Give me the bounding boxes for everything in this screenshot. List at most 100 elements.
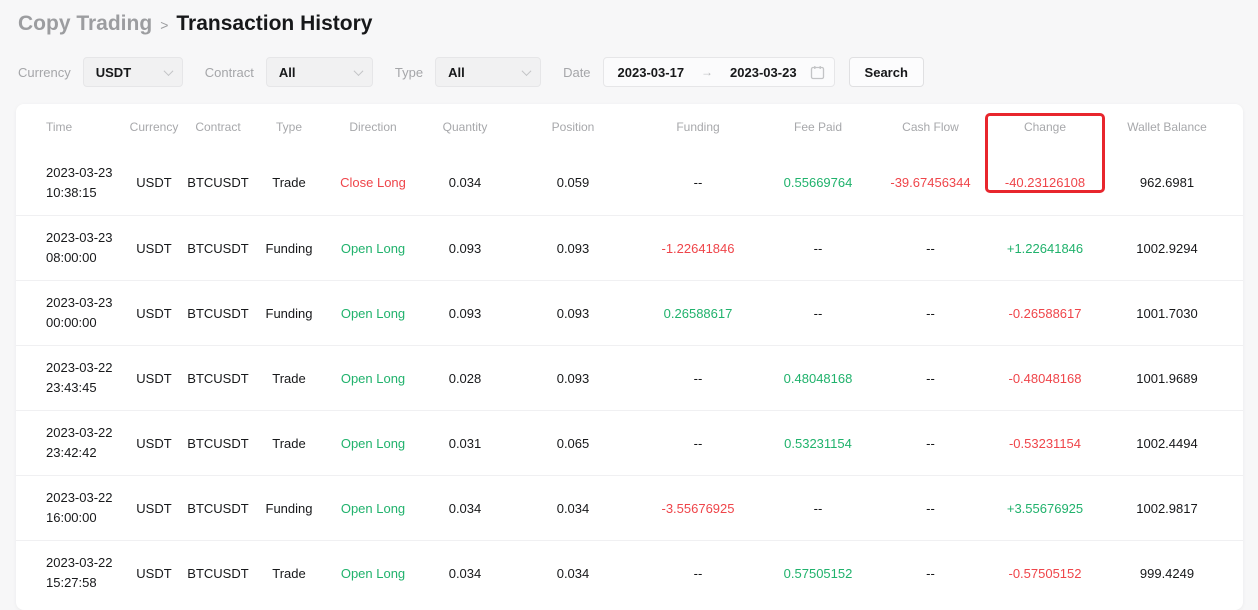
cell-time: 2023-03-22 15:27:58 bbox=[46, 555, 113, 590]
cell-contract: BTCUSDT bbox=[187, 240, 249, 256]
cell-contract: BTCUSDT bbox=[187, 175, 249, 190]
date-label: Date bbox=[563, 64, 591, 80]
cell-cash-flow: -- bbox=[926, 370, 935, 386]
cell-quantity: 0.093 bbox=[448, 305, 482, 321]
date-range-arrow-icon: → bbox=[701, 65, 714, 79]
cell-funding: -- bbox=[693, 435, 703, 451]
chevron-down-icon bbox=[521, 65, 532, 76]
cell-position: 0.034 bbox=[556, 565, 590, 581]
cell-wallet-balance: 1002.4494 bbox=[1136, 435, 1198, 451]
col-header-wallet-balance: Wallet Balance bbox=[1127, 120, 1207, 134]
col-header-type: Type bbox=[275, 120, 302, 134]
cell-currency: USDT bbox=[136, 435, 172, 451]
cell-time: 2023-03-22 23:43:45 bbox=[46, 360, 113, 395]
cell-wallet-balance: 1002.9817 bbox=[1136, 500, 1198, 516]
date-to-value[interactable]: 2023-03-23 bbox=[730, 64, 797, 80]
cell-quantity: 0.034 bbox=[448, 565, 482, 581]
col-header-fee-paid: Fee Paid bbox=[793, 120, 843, 134]
col-header-direction: Direction bbox=[349, 120, 397, 134]
cell-fee-paid: 0.53231154 bbox=[784, 435, 852, 451]
cell-contract: BTCUSDT bbox=[187, 370, 249, 386]
cell-wallet-balance: 1002.9294 bbox=[1136, 240, 1198, 256]
cell-time: 2023-03-22 16:00:00 bbox=[46, 490, 113, 525]
cell-change: +3.55676925 bbox=[1006, 500, 1084, 516]
chevron-down-icon bbox=[163, 65, 174, 76]
cell-type: Trade bbox=[272, 370, 306, 386]
contract-label: Contract bbox=[204, 64, 254, 80]
cell-change: -0.57505152 bbox=[1008, 565, 1082, 581]
cell-change: -0.26588617 bbox=[1008, 305, 1082, 321]
cell-wallet-balance: 999.4249 bbox=[1139, 565, 1195, 581]
breadcrumb-copy-trading[interactable]: Copy Trading bbox=[18, 12, 153, 35]
cell-wallet-balance: 962.6981 bbox=[1139, 175, 1195, 190]
cell-change: -40.23126108 bbox=[1004, 175, 1086, 190]
cell-position: 0.059 bbox=[556, 175, 590, 190]
breadcrumb: Copy Trading > Transaction History bbox=[18, 12, 372, 36]
cell-change: -0.53231154 bbox=[1008, 435, 1082, 451]
cell-fee-paid: 0.55669764 bbox=[783, 175, 853, 190]
cell-position: 0.093 bbox=[556, 305, 590, 321]
cell-position: 0.034 bbox=[556, 500, 590, 516]
cell-fee-paid: -- bbox=[813, 240, 823, 256]
cell-position: 0.065 bbox=[556, 435, 590, 451]
cell-cash-flow: -- bbox=[926, 240, 935, 256]
col-header-change: Change bbox=[1023, 120, 1067, 134]
cell-direction: Close Long bbox=[340, 175, 406, 190]
currency-label: Currency bbox=[18, 64, 71, 80]
currency-select[interactable]: USDT bbox=[82, 57, 183, 87]
col-header-cash-flow: Cash Flow bbox=[902, 120, 959, 134]
col-header-currency: Currency bbox=[129, 120, 179, 134]
cell-position: 0.093 bbox=[556, 240, 590, 256]
cell-quantity: 0.034 bbox=[448, 500, 482, 516]
table-row: 2023-03-22 15:27:58 USDT BTCUSDT Trade Op… bbox=[16, 540, 1243, 605]
cell-fee-paid: 0.57505152 bbox=[783, 565, 853, 581]
cell-funding: -- bbox=[693, 565, 703, 581]
type-select[interactable]: All bbox=[435, 57, 542, 87]
cell-wallet-balance: 1001.9689 bbox=[1136, 370, 1198, 386]
cell-quantity: 0.034 bbox=[448, 175, 482, 190]
cell-type: Trade bbox=[272, 175, 306, 190]
cell-fee-paid: -- bbox=[813, 305, 823, 321]
cell-type: Funding bbox=[265, 500, 313, 516]
cell-time: 2023-03-23 10:38:15 bbox=[46, 164, 113, 200]
cell-cash-flow: -- bbox=[926, 500, 935, 516]
breadcrumb-separator-icon: > bbox=[160, 17, 169, 33]
cell-funding: -- bbox=[693, 175, 703, 190]
cell-currency: USDT bbox=[136, 370, 172, 386]
contract-select[interactable]: All bbox=[265, 57, 373, 87]
table-row: 2023-03-22 23:42:42 USDT BTCUSDT Trade Op… bbox=[16, 410, 1243, 475]
cell-cash-flow: -39.67456344 bbox=[890, 175, 971, 190]
cell-funding: -1.22641846 bbox=[661, 240, 735, 256]
cell-type: Trade bbox=[272, 565, 306, 581]
chevron-down-icon bbox=[353, 65, 364, 76]
transaction-table-card: Time Currency Contract Type Direction Qu… bbox=[16, 104, 1243, 610]
cell-type: Funding bbox=[265, 240, 313, 256]
cell-direction: Open Long bbox=[340, 435, 406, 451]
search-button[interactable]: Search bbox=[848, 57, 924, 87]
cell-currency: USDT bbox=[136, 240, 172, 256]
cell-quantity: 0.031 bbox=[448, 435, 482, 451]
cell-cash-flow: -- bbox=[926, 305, 935, 321]
table-row: 2023-03-22 16:00:00 USDT BTCUSDT Funding … bbox=[16, 475, 1243, 540]
table-row: 2023-03-23 00:00:00 USDT BTCUSDT Funding … bbox=[16, 280, 1243, 345]
cell-currency: USDT bbox=[136, 175, 172, 190]
cell-direction: Open Long bbox=[340, 370, 406, 386]
cell-fee-paid: -- bbox=[813, 500, 823, 516]
table-row: 2023-03-23 10:38:15 USDT BTCUSDT Trade Cl… bbox=[16, 150, 1243, 215]
cell-direction: Open Long bbox=[340, 500, 406, 516]
cell-funding: -3.55676925 bbox=[661, 500, 735, 516]
date-from-value[interactable]: 2023-03-17 bbox=[617, 64, 685, 80]
table-body: 2023-03-23 10:38:15 USDT BTCUSDT Trade Cl… bbox=[16, 150, 1243, 605]
cell-funding: -- bbox=[693, 370, 703, 386]
filter-bar: Currency USDT Contract All Type All Date… bbox=[18, 57, 924, 87]
cell-wallet-balance: 1001.7030 bbox=[1136, 305, 1198, 321]
cell-time: 2023-03-23 08:00:00 bbox=[46, 230, 113, 265]
type-select-value: All bbox=[448, 64, 465, 80]
date-range-picker[interactable]: 2023-03-17 → 2023-03-23 bbox=[602, 57, 835, 87]
cell-currency: USDT bbox=[136, 565, 172, 581]
cell-direction: Open Long bbox=[340, 240, 406, 256]
calendar-icon[interactable] bbox=[810, 65, 825, 80]
col-header-funding: Funding bbox=[676, 120, 720, 134]
table-header: Time Currency Contract Type Direction Qu… bbox=[16, 104, 1243, 150]
cell-change: +1.22641846 bbox=[1006, 240, 1084, 256]
